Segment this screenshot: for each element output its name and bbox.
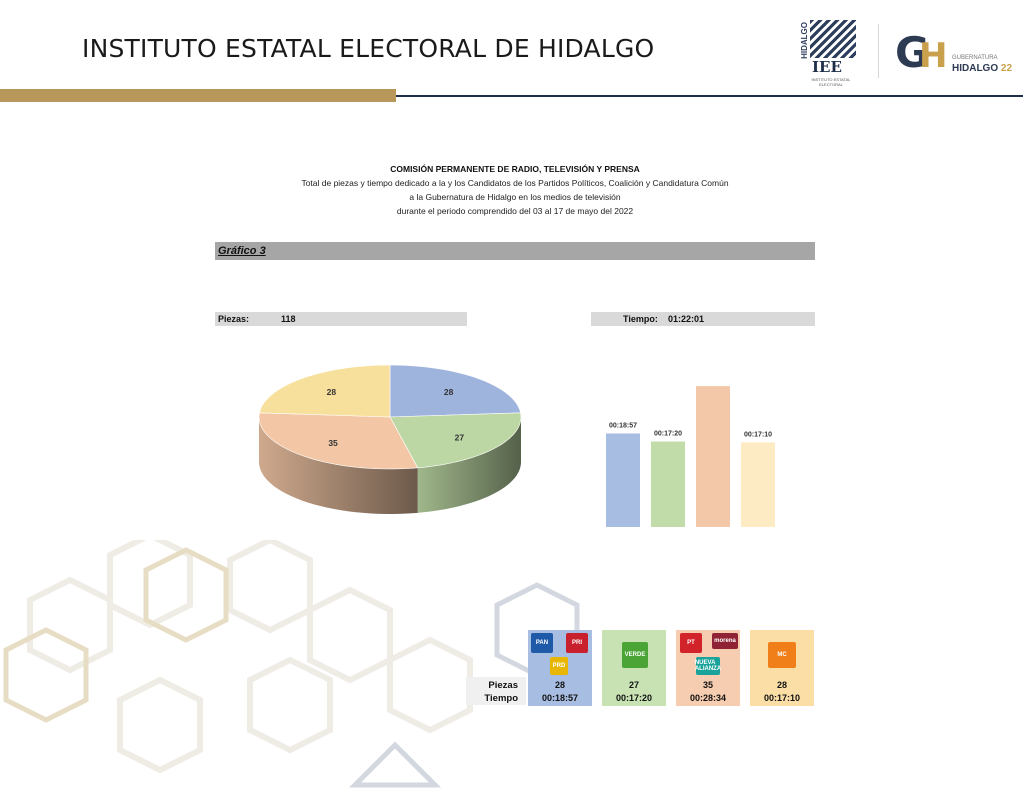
piezas-summary-label: Piezas: bbox=[218, 314, 250, 324]
party-logos: MC bbox=[750, 630, 814, 678]
tiempo-summary-bar: Tiempo: 01:22:01 bbox=[591, 312, 815, 326]
bar-data-label: 00:28:34 bbox=[699, 380, 727, 382]
party-piezas-value: 27 bbox=[628, 680, 639, 690]
party-tiempo-value: 00:17:10 bbox=[763, 693, 801, 703]
grafico-header-bar: Gráfico 3 bbox=[215, 242, 815, 260]
pie-slice-1 bbox=[389, 364, 521, 418]
bar-data-label: 00:17:20 bbox=[654, 430, 682, 437]
piezas-summary-value: 118 bbox=[281, 314, 296, 324]
report-subtitle-line-2: a la Gubernatura de Hidalgo en los medio… bbox=[409, 192, 621, 202]
nueva-alianza-logo-icon: NUEVA ALIANZA bbox=[695, 657, 721, 675]
hexagon-background-pattern bbox=[3, 540, 580, 788]
ieee-logo-text: IEE bbox=[812, 58, 842, 76]
gh-logo-gubernatura: GUBERNATURA bbox=[952, 55, 998, 61]
ieee-logo-vertical-text: HIDALGO bbox=[800, 22, 809, 59]
prd-logo-icon: PRD bbox=[550, 657, 568, 675]
pie-data-label: 35 bbox=[328, 438, 338, 448]
grafico-label: Gráfico 3 bbox=[218, 245, 266, 257]
pie-data-label: 28 bbox=[327, 387, 337, 397]
party-logos: PAN PRI PRD bbox=[528, 630, 592, 678]
report-subtitle-line-1: Total de piezas y tiempo dedicado a la y… bbox=[301, 178, 729, 188]
party-piezas-value: 28 bbox=[554, 680, 565, 690]
party-piezas-value: 28 bbox=[776, 680, 787, 690]
party-tiempo-value: 00:18:57 bbox=[541, 693, 579, 703]
table-row-label-piezas: Piezas bbox=[488, 680, 518, 691]
pie-slice-side-3 bbox=[259, 417, 418, 514]
table-row-labels-box bbox=[466, 677, 526, 705]
page-title: INSTITUTO ESTATAL ELECTORAL DE HIDALGO bbox=[82, 34, 655, 63]
pie-slice-3 bbox=[258, 412, 419, 470]
ieee-logo: HIDALGO IEE INSTITUTO ESTATAL ELECTORAL bbox=[800, 20, 862, 87]
ieee-logo-subtext: INSTITUTO ESTATAL ELECTORAL bbox=[811, 77, 851, 87]
party-logos: VERDE bbox=[602, 630, 666, 678]
gh-logo-h: H bbox=[919, 36, 948, 76]
party-tiempo-value: 00:17:20 bbox=[615, 693, 653, 703]
report-title: COMISIÓN PERMANENTE DE RADIO, TELEVISIÓN… bbox=[390, 164, 640, 174]
gubernatura-hidalgo-logo: G H GUBERNATURA HIDALGO 22 bbox=[895, 22, 1020, 84]
party-column-3: PT morena NUEVA ALIANZA 35 00:28:34 bbox=[676, 630, 740, 706]
pt-logo-icon: PT bbox=[680, 633, 702, 653]
tiempo-summary-label: Tiempo: bbox=[623, 314, 658, 324]
bar-4 bbox=[741, 442, 775, 527]
pie-data-label: 28 bbox=[444, 387, 454, 397]
report-subtitle-line-3: durante el periodo comprendido del 03 al… bbox=[396, 206, 634, 216]
party-column-1: PAN PRI PRD 28 00:18:57 bbox=[528, 630, 592, 706]
bar-1 bbox=[606, 433, 640, 527]
party-column-2: VERDE 27 00:17:20 bbox=[602, 630, 666, 706]
party-tiempo-value: 00:28:34 bbox=[689, 693, 727, 703]
logo-separator bbox=[878, 24, 879, 78]
bar-3 bbox=[696, 386, 730, 527]
tiempo-summary-value: 01:22:01 bbox=[668, 314, 705, 324]
pie-data-label: 27 bbox=[455, 432, 465, 442]
navy-divider-line bbox=[396, 95, 1023, 97]
party-column-4: MC 28 00:17:10 bbox=[750, 630, 814, 706]
pie-slice-side-2 bbox=[417, 417, 521, 513]
morena-logo-icon: morena bbox=[712, 633, 738, 649]
gold-accent-bar bbox=[0, 89, 396, 102]
bar-chart: 00:18:57 00:17:20 00:28:34 00:17:10 bbox=[606, 380, 775, 527]
gh-logo-hidalgo: HIDALGO 22 bbox=[952, 63, 1013, 74]
bar-data-label: 00:18:57 bbox=[609, 423, 637, 430]
piezas-summary-bar: Piezas: 118 bbox=[215, 312, 467, 326]
pan-logo-icon: PAN bbox=[531, 633, 553, 653]
table-row-label-tiempo: Tiempo bbox=[484, 693, 518, 704]
pie-slice-4 bbox=[259, 364, 391, 418]
mc-logo-icon: MC bbox=[768, 642, 796, 668]
bar-2 bbox=[651, 441, 685, 527]
pvem-logo-icon: VERDE bbox=[622, 642, 648, 668]
pie-chart: 28 27 35 28 bbox=[258, 364, 522, 514]
gh-logo-g: G bbox=[895, 28, 930, 77]
ieee-logo-mark bbox=[810, 20, 856, 58]
party-piezas-value: 35 bbox=[702, 680, 713, 690]
bar-data-label: 00:17:10 bbox=[744, 431, 772, 438]
pie-slice-2 bbox=[389, 412, 522, 469]
pri-logo-icon: PRI bbox=[566, 633, 588, 653]
party-logos: PT morena NUEVA ALIANZA bbox=[676, 630, 740, 678]
